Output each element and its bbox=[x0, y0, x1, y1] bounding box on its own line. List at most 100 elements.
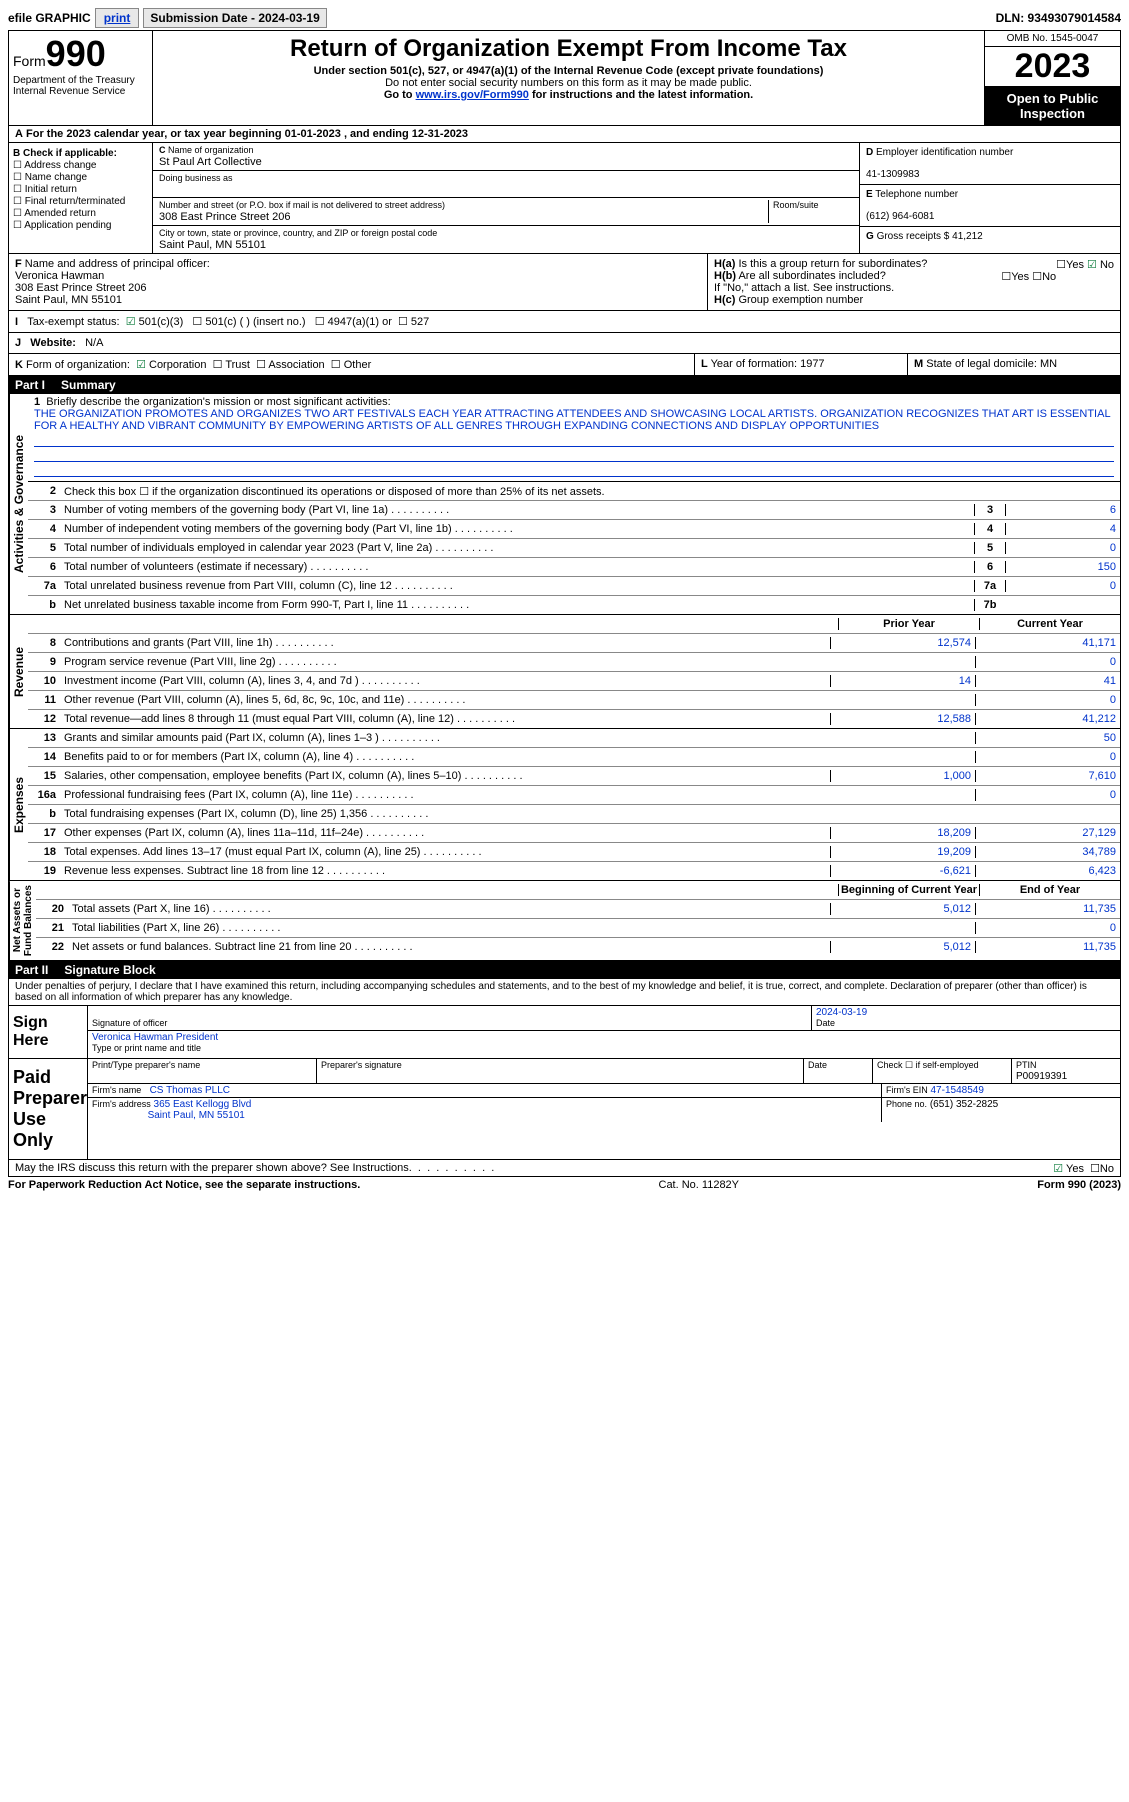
chk-initial-return[interactable]: Initial return bbox=[13, 184, 148, 195]
b-header: Check if applicable: bbox=[23, 148, 117, 159]
chk-corporation bbox=[136, 359, 149, 371]
i-opt2: 501(c) ( ) (insert no.) bbox=[205, 316, 305, 328]
block-d: D Employer identification number41-13099… bbox=[859, 143, 1120, 253]
sign-here-label: Sign Here bbox=[9, 1006, 88, 1058]
room-label: Room/suite bbox=[773, 200, 819, 210]
ptin-value: P00919391 bbox=[1016, 1071, 1067, 1082]
blocks-bcd: B Check if applicable: Address change Na… bbox=[9, 143, 1120, 254]
ha-text: Is this a group return for subordinates? bbox=[738, 258, 927, 270]
exp-row: bTotal fundraising expenses (Part IX, co… bbox=[28, 805, 1120, 824]
net-row: 20Total assets (Part X, line 16)5,01211,… bbox=[36, 900, 1120, 919]
type-name-label: Type or print name and title bbox=[92, 1043, 201, 1053]
block-k: K Form of organization: Corporation ☐ Tr… bbox=[9, 354, 694, 375]
part1-name: Summary bbox=[61, 378, 116, 392]
hdr-current-year: Current Year bbox=[979, 618, 1120, 630]
street-address: 308 East Prince Street 206 bbox=[159, 211, 290, 223]
k-assoc: Association bbox=[268, 359, 324, 371]
officer-addr1: 308 East Prince Street 206 bbox=[15, 282, 146, 294]
paid-preparer-label: Paid Preparer Use Only bbox=[9, 1059, 88, 1159]
sig-date: 2024-03-19 bbox=[816, 1007, 867, 1018]
footer: For Paperwork Reduction Act Notice, see … bbox=[8, 1177, 1121, 1193]
gross-label: Gross receipts $ bbox=[877, 231, 950, 242]
firm-addr1: 365 East Kellogg Blvd bbox=[154, 1099, 252, 1110]
city-label: City or town, state or province, country… bbox=[159, 228, 437, 238]
form990-link[interactable]: www.irs.gov/Form990 bbox=[416, 89, 529, 101]
firm-addr2: Saint Paul, MN 55101 bbox=[148, 1110, 245, 1121]
dba-label: Doing business as bbox=[159, 173, 233, 183]
gov-row: 7aTotal unrelated business revenue from … bbox=[28, 577, 1120, 596]
part2-name: Signature Block bbox=[64, 963, 155, 977]
mission-text: THE ORGANIZATION PROMOTES AND ORGANIZES … bbox=[34, 408, 1110, 432]
year-block: OMB No. 1545-0047 2023 Open to Public In… bbox=[984, 31, 1120, 125]
exp-row: 14Benefits paid to or for members (Part … bbox=[28, 748, 1120, 767]
topbar: efile GRAPHIC print Submission Date - 20… bbox=[8, 8, 1121, 28]
sig-officer-label: Signature of officer bbox=[92, 1018, 167, 1028]
exp-row: 16aProfessional fundraising fees (Part I… bbox=[28, 786, 1120, 805]
phone-label: Telephone number bbox=[875, 189, 958, 200]
submission-date: Submission Date - 2024-03-19 bbox=[143, 8, 326, 28]
domicile-state: MN bbox=[1040, 358, 1057, 370]
rev-row: 10Investment income (Part VIII, column (… bbox=[28, 672, 1120, 691]
firm-addr-lbl: Firm's address bbox=[92, 1099, 151, 1109]
form-title-block: Return of Organization Exempt From Incom… bbox=[153, 31, 984, 125]
chk-application-pending[interactable]: Application pending bbox=[13, 220, 148, 231]
net-row: 22Net assets or fund balances. Subtract … bbox=[36, 938, 1120, 956]
part1-title: Part I bbox=[15, 378, 45, 392]
exp-row: 13Grants and similar amounts paid (Part … bbox=[28, 729, 1120, 748]
sign-here-block: Sign Here Signature of officer 2024-03-19… bbox=[8, 1006, 1121, 1059]
chk-amended-return[interactable]: Amended return bbox=[13, 208, 148, 219]
formation-year: 1977 bbox=[800, 358, 824, 370]
officer-signature: Veronica Hawman President bbox=[92, 1032, 218, 1043]
print-button[interactable]: print bbox=[95, 8, 140, 28]
block-c: C Name of organizationSt Paul Art Collec… bbox=[153, 143, 859, 253]
k-label: Form of organization: bbox=[26, 359, 130, 371]
rev-row: 12Total revenue—add lines 8 through 11 (… bbox=[28, 710, 1120, 728]
form-title: Return of Organization Exempt From Incom… bbox=[159, 35, 978, 63]
hb-note: If "No," attach a list. See instructions… bbox=[714, 282, 894, 294]
mission-q: Briefly describe the organization's miss… bbox=[46, 396, 390, 408]
k-trust: Trust bbox=[225, 359, 250, 371]
firm-name: CS Thomas PLLC bbox=[150, 1085, 230, 1096]
i-opt4: 527 bbox=[411, 316, 429, 328]
rev-row: 9Program service revenue (Part VIII, lin… bbox=[28, 653, 1120, 672]
self-emp-chk: Check ☐ if self-employed bbox=[877, 1060, 979, 1070]
officer-addr2: Saint Paul, MN 55101 bbox=[15, 294, 122, 306]
net-row: 21Total liabilities (Part X, line 26)0 bbox=[36, 919, 1120, 938]
gov-row: bNet unrelated business taxable income f… bbox=[28, 596, 1120, 614]
chk-name-change[interactable]: Name change bbox=[13, 172, 148, 183]
part2-header: Part IISignature Block bbox=[9, 961, 1120, 979]
form-word: Form bbox=[13, 53, 46, 69]
officer-label: Name and address of principal officer: bbox=[25, 258, 210, 270]
i-opt3: 4947(a)(1) or bbox=[328, 316, 392, 328]
exp-row: 15Salaries, other compensation, employee… bbox=[28, 767, 1120, 786]
rev-row: 11Other revenue (Part VIII, column (A), … bbox=[28, 691, 1120, 710]
i-opt1: 501(c)(3) bbox=[139, 316, 184, 328]
phone-value: (612) 964-6081 bbox=[866, 211, 934, 222]
chk-address-change[interactable]: Address change bbox=[13, 160, 148, 171]
discuss-row: May the IRS discuss this return with the… bbox=[8, 1160, 1121, 1177]
hdr-end: End of Year bbox=[979, 884, 1120, 896]
block-j: J Website: N/A bbox=[9, 333, 1120, 353]
dln: DLN: 93493079014584 bbox=[996, 11, 1121, 25]
gov-row: 3Number of voting members of the governi… bbox=[28, 501, 1120, 520]
form-id-block: Form990 Department of the Treasury Inter… bbox=[9, 31, 153, 125]
org-name: St Paul Art Collective bbox=[159, 156, 262, 168]
block-h: H(a) Is this a group return for subordin… bbox=[707, 254, 1120, 310]
discuss-yes-checked bbox=[1053, 1163, 1066, 1175]
block-i: I Tax-exempt status: 501(c)(3) ☐ 501(c) … bbox=[9, 311, 1120, 332]
firm-phone-lbl: Phone no. bbox=[886, 1099, 927, 1109]
prep-sig-hdr: Preparer's signature bbox=[321, 1060, 402, 1070]
ptin-hdr: PTIN bbox=[1016, 1060, 1037, 1070]
vert-net-assets: Net Assets orFund Balances bbox=[9, 881, 36, 960]
chk-501c3 bbox=[126, 316, 139, 328]
vert-expenses: Expenses bbox=[9, 729, 28, 880]
c-name-label: Name of organization bbox=[168, 145, 254, 155]
chk-final-return[interactable]: Final return/terminated bbox=[13, 196, 148, 207]
discuss-text: May the IRS discuss this return with the… bbox=[15, 1162, 412, 1174]
prep-name-hdr: Print/Type preparer's name bbox=[92, 1060, 200, 1070]
m-label: State of legal domicile: bbox=[926, 358, 1037, 370]
gov-row: 6Total number of volunteers (estimate if… bbox=[28, 558, 1120, 577]
gross-value: 41,212 bbox=[952, 231, 983, 242]
line2-text: Check this box ☐ if the organization dis… bbox=[62, 484, 1120, 499]
hb-text: Are all subordinates included? bbox=[738, 270, 885, 282]
